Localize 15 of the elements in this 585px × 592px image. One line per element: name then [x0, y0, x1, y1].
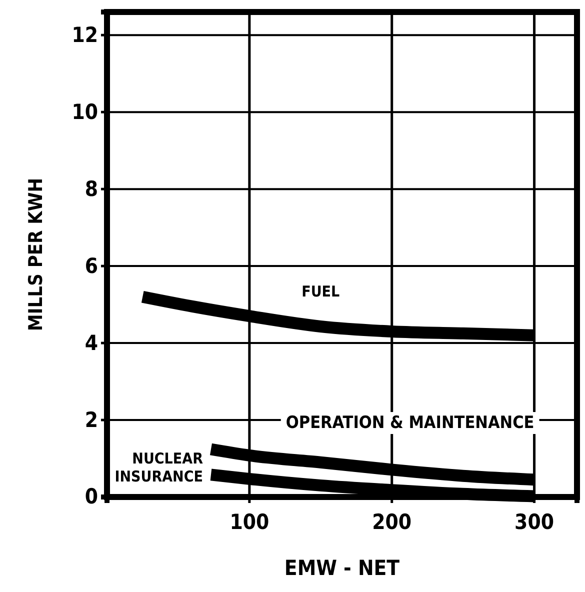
y-tick-label: 10 [72, 100, 98, 124]
series-label: FUEL [302, 282, 340, 300]
x-tick-label: 200 [372, 510, 412, 534]
y-tick-label: 6 [84, 254, 98, 278]
y-axis-title: MILLS PER KWH [25, 178, 47, 332]
y-tick-label: 4 [84, 330, 98, 355]
y-tick-label: 8 [84, 176, 98, 201]
series-label: NUCLEAR INSURANCE [114, 450, 204, 486]
x-tick-label: 300 [514, 510, 554, 534]
y-tick-label: 12 [72, 22, 98, 47]
x-axis-title: EMW - NET [284, 556, 400, 580]
y-tick-label: 2 [84, 408, 98, 432]
x-tick-label: 100 [230, 510, 270, 534]
y-tick-label: 0 [84, 484, 98, 509]
series-label: OPERATION & MAINTENANCE [286, 413, 534, 434]
